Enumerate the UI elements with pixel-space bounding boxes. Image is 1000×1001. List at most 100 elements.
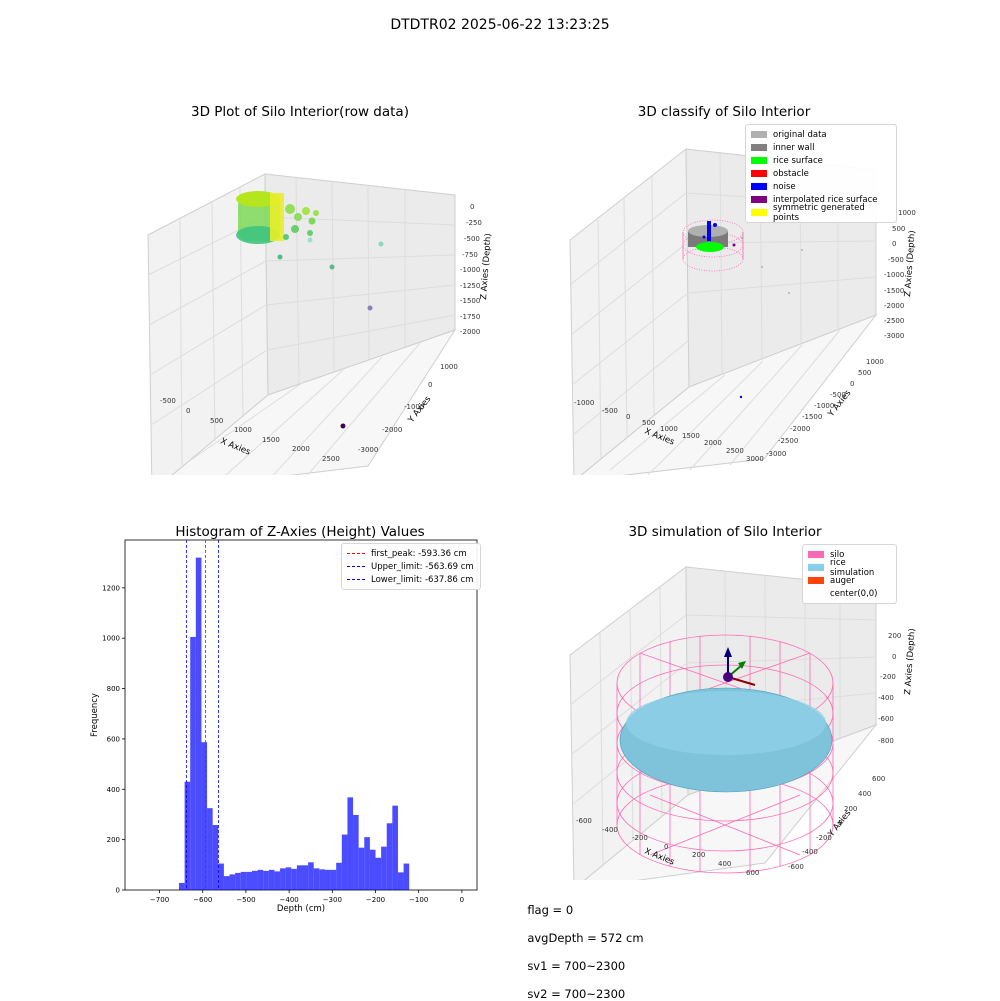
sim-xtick: 600	[746, 869, 759, 877]
histogram-bar	[397, 872, 404, 890]
histogram-bar	[364, 837, 370, 890]
y-tick-label: 1200	[102, 584, 120, 592]
simulation-auger-marker	[723, 647, 756, 686]
histogram-bar	[369, 849, 376, 890]
histogram-legend: first_peak: -593.36 cm Upper_limit: -563…	[341, 543, 481, 590]
sim-ytick: 0	[838, 819, 842, 827]
classify-z-ticks: 1000 500 0 -500 -1000 -1500 -2000 -2500 …	[884, 209, 916, 340]
raw-ytick: -3000	[358, 446, 378, 454]
histogram-bar	[223, 876, 230, 890]
legend-entry: symmetric generated points	[751, 203, 891, 223]
histogram-reference-lines	[185, 540, 219, 890]
legend-swatch	[751, 183, 767, 190]
classify-silo-points	[682, 219, 744, 272]
raw-xtick: 500	[210, 417, 223, 425]
legend-label: rice simulation	[830, 557, 875, 578]
raw-3d-plot: -500 0 500 1000 1500 2000 2500 X Axies 1…	[147, 173, 494, 475]
x-tick-label: 0	[460, 896, 464, 904]
histogram-bar	[201, 742, 208, 890]
classify-legend: original data inner wall rice surface ob…	[745, 124, 897, 223]
histogram-bar	[235, 872, 241, 890]
raw-xtick: 1500	[262, 436, 280, 444]
legend-label: inner wall	[773, 142, 815, 153]
histogram-bar	[403, 863, 410, 890]
classify-x-ticks: -1000 -500 0 500 1000 1500 2000 2500 300…	[574, 399, 764, 463]
legend-entry: original data	[751, 128, 891, 141]
classify-ztick: 0	[892, 240, 896, 248]
classify-xtick: -1000	[574, 399, 594, 407]
classify-ytick: 1000	[866, 358, 884, 366]
raw-ytick: 0	[428, 381, 432, 389]
status-line: flag = 0 avgDepth = 572 cm sv1 = 700~230…	[520, 889, 643, 1001]
legend-entry: Lower_limit: -637.86 cm	[347, 573, 475, 586]
histogram-bar	[240, 871, 247, 890]
legend-entry: silo	[808, 548, 891, 561]
classify-xtick: 3000	[746, 455, 764, 463]
legend-label: Lower_limit: -637.86 cm	[371, 574, 474, 585]
legend-swatch	[808, 564, 824, 571]
histogram-bar	[291, 868, 297, 890]
status-sv1: sv1 = 700~2300	[527, 959, 626, 973]
classify-noise-points	[739, 249, 803, 399]
histogram-bar	[207, 808, 213, 890]
raw-ztick: 0	[470, 203, 474, 211]
histogram-bar	[257, 869, 264, 890]
sim-xtick: 400	[718, 860, 731, 868]
histogram-bar	[381, 846, 387, 890]
legend-entry: rice simulation	[808, 558, 891, 578]
classify-y-ticks: 1000 500 0 -500 -1000 -1500 -2000 -2500 …	[766, 358, 884, 458]
legend-line	[347, 579, 365, 580]
raw-z-ticks: 0 -250 -500 -750 -1000 -1250 -1500 -1750…	[460, 203, 482, 336]
legend-label: Upper_limit: -563.69 cm	[371, 561, 474, 572]
status-sv2: sv2 = 700~2300	[527, 987, 626, 1001]
legend-label: obstacle	[773, 168, 809, 179]
legend-swatch	[751, 170, 767, 177]
raw-axes-panes	[147, 173, 457, 475]
histogram-bar	[375, 857, 382, 890]
legend-label: auger	[830, 575, 855, 586]
legend-swatch	[751, 144, 767, 151]
legend-line	[347, 566, 365, 567]
simulation-z-label: Z Axies (Depth)	[903, 628, 918, 695]
legend-label: silo	[830, 549, 845, 560]
histogram-bar	[392, 805, 398, 890]
histogram-bar	[280, 868, 286, 890]
y-tick-label: 0	[116, 887, 120, 895]
histogram-bar	[218, 863, 224, 890]
sim-ztick: -200	[880, 673, 896, 681]
classify-ztick: -3000	[884, 332, 904, 340]
classify-xtick: 1500	[682, 432, 700, 440]
legend-label: noise	[773, 181, 796, 192]
classify-ztick: -2000	[884, 302, 904, 310]
legend-entry: obstacle	[751, 167, 891, 180]
x-tick-label: −500	[236, 896, 255, 904]
sim-ytick: -400	[802, 848, 818, 856]
classify-ytick: -2000	[790, 425, 810, 433]
raw-panel-title: 3D Plot of Silo Interior(row data)	[191, 104, 409, 120]
histogram-bar	[296, 865, 303, 890]
histogram-bar	[308, 862, 314, 890]
raw-xtick: 2000	[292, 445, 310, 453]
simulation-3d-plot: -600 -400 -200 0 200 400 600 X Axies 600…	[569, 565, 918, 880]
raw-ytick: -2000	[382, 426, 402, 434]
raw-ztick: -1750	[460, 313, 480, 321]
simulation-y-label: Y Axies	[826, 808, 854, 840]
histogram-bar	[336, 862, 342, 890]
legend-entry: first_peak: -593.36 cm	[347, 547, 475, 560]
sim-ytick: -600	[788, 863, 804, 871]
classify-xtick: 1000	[660, 425, 678, 433]
sim-ytick: 400	[858, 790, 871, 798]
legend-entry: center(0,0)	[808, 587, 891, 600]
y-tick-label: 200	[107, 836, 120, 844]
classify-ytick: -1000	[814, 402, 834, 410]
histogram-bar	[330, 869, 337, 890]
legend-label: rice surface	[773, 155, 823, 166]
classify-ztick: -1000	[884, 271, 904, 279]
histogram-bar	[263, 870, 269, 890]
raw-z-label: Z Axies (Depth)	[479, 233, 494, 300]
histogram-y-label: Frequency	[90, 693, 100, 737]
raw-floor-pane	[171, 329, 457, 475]
legend-swatch	[808, 590, 824, 597]
legend-entry: noise	[751, 180, 891, 193]
raw-xtick: -500	[160, 397, 176, 405]
